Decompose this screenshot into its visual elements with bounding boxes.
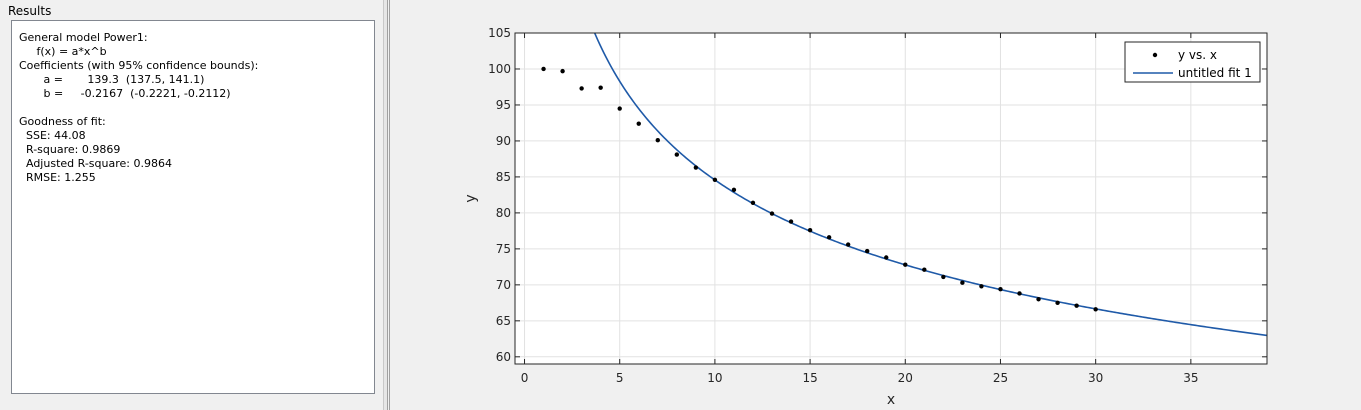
ticks: 0 5 10 15 20 25 30 35 60 65 70 75 80 85 90 95 100 105	[488, 26, 1267, 385]
data-point	[884, 255, 889, 260]
data-point	[826, 235, 832, 240]
results-line: Goodness of fit:	[19, 115, 106, 128]
results-line: Adjusted R-square: 0.9864	[19, 157, 172, 170]
x-tick-label: 25	[993, 371, 1008, 385]
data-point	[903, 262, 908, 267]
y-tick-label: 100	[488, 62, 511, 76]
data-point	[788, 219, 794, 224]
results-line: RMSE: 1.255	[19, 171, 96, 184]
data-point	[693, 165, 699, 170]
data-point	[598, 85, 603, 90]
y-tick-label: 75	[496, 242, 511, 256]
data-point	[712, 177, 718, 182]
legend[interactable]: y vs. x untitled fit 1	[1124, 41, 1261, 83]
y-tick-label: 70	[496, 278, 511, 292]
results-line: R-square: 0.9869	[19, 143, 121, 156]
x-tick-label: 10	[707, 371, 722, 385]
y-tick-label: 105	[488, 26, 511, 40]
data-point	[845, 242, 851, 247]
data-point	[560, 68, 565, 74]
data-point	[655, 138, 660, 143]
data-point	[1055, 300, 1060, 306]
legend-entry-fit: untitled fit 1	[1178, 66, 1252, 80]
data-point	[998, 286, 1003, 292]
y-tick-label: 80	[496, 206, 511, 220]
data-point	[1036, 297, 1041, 302]
fit-plot[interactable]: 0 5 10 15 20 25 30 35 60 65 70 75 80 85 90 95 100 105 x y…	[390, 0, 1361, 410]
data-point	[865, 248, 870, 254]
data-points	[541, 66, 1098, 312]
data-point	[579, 86, 584, 91]
x-tick-label: 35	[1183, 371, 1198, 385]
x-tick-label: 5	[616, 371, 624, 385]
axes-background	[515, 33, 1267, 364]
results-textbox[interactable]: General model Power1: f(x) = a*x^b Coeff…	[11, 20, 375, 394]
results-line: Coefficients (with 95% confidence bounds…	[19, 59, 259, 72]
data-point	[922, 267, 927, 272]
y-tick-label: 85	[496, 170, 511, 184]
results-line: f(x) = a*x^b	[19, 45, 107, 58]
y-tick-label: 95	[496, 98, 511, 112]
data-point	[636, 121, 641, 126]
plot-panel: 0 5 10 15 20 25 30 35 60 65 70 75 80 85 90 95 100 105 x y…	[389, 0, 1361, 410]
y-tick-label: 90	[496, 134, 511, 148]
x-tick-label: 15	[802, 371, 817, 385]
legend-entry-points: y vs. x	[1178, 48, 1217, 62]
results-line: General model Power1:	[19, 31, 148, 44]
x-tick-label: 20	[898, 371, 913, 385]
data-point	[1017, 291, 1022, 296]
y-tick-label: 60	[496, 350, 511, 364]
x-tick-label: 0	[521, 371, 529, 385]
data-point	[541, 66, 546, 72]
y-axis-label: y	[463, 194, 479, 202]
data-point	[731, 187, 737, 193]
results-line: b = -0.2167 (-0.2221, -0.2112)	[19, 87, 231, 100]
data-point	[674, 152, 680, 157]
data-point	[750, 200, 756, 206]
data-point	[617, 106, 622, 111]
legend-box	[1124, 41, 1261, 83]
x-tick-label: 30	[1088, 371, 1103, 385]
data-point	[960, 280, 965, 285]
data-point	[807, 227, 813, 233]
data-point	[1093, 307, 1098, 312]
data-point	[1074, 303, 1079, 308]
axes-frame	[514, 32, 1268, 365]
data-point	[769, 211, 775, 216]
results-line: a = 139.3 (137.5, 141.1)	[19, 73, 205, 86]
data-point	[979, 284, 984, 289]
data-point	[941, 274, 946, 280]
y-tick-label: 65	[496, 314, 511, 328]
legend-marker-points	[1152, 52, 1158, 58]
results-panel: Results General model Power1: f(x) = a*x…	[0, 0, 384, 410]
results-line: SSE: 44.08	[19, 129, 86, 142]
results-title: Results	[8, 4, 52, 18]
x-axis-label: x	[887, 392, 895, 408]
pane-splitter[interactable]	[383, 0, 388, 410]
